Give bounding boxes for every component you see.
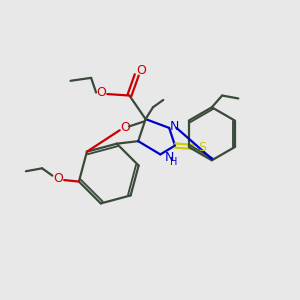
Text: O: O — [136, 64, 146, 77]
Text: N: N — [170, 120, 179, 133]
Text: S: S — [198, 141, 206, 154]
Text: O: O — [53, 172, 63, 185]
Text: N: N — [164, 151, 174, 164]
Text: H: H — [170, 157, 177, 167]
Text: O: O — [97, 86, 106, 99]
Text: O: O — [120, 122, 130, 134]
